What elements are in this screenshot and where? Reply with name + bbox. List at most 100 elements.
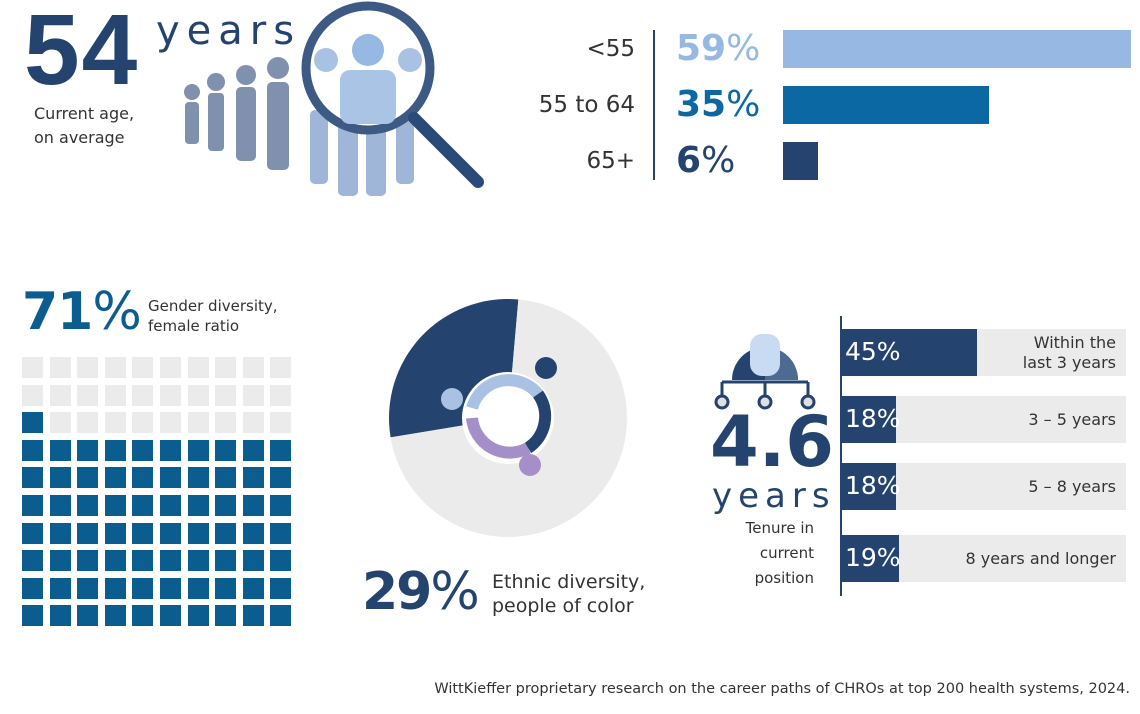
waffle-cell-filled [160, 467, 181, 489]
waffle-cell-filled [132, 550, 154, 572]
waffle-cell-empty [242, 357, 264, 378]
tenure-row: 19% 8 years and longer [842, 535, 1126, 582]
waffle-cell-filled [22, 577, 43, 599]
tenure-axis-line [840, 316, 842, 596]
waffle-cell-filled [104, 439, 126, 461]
waffle-cell-filled [104, 550, 126, 572]
tenure-bar [842, 329, 977, 376]
caption-line: position [754, 569, 814, 587]
waffle-cell-filled [104, 495, 126, 516]
waffle-cell-filled [215, 605, 237, 627]
age-percent-label: 6% [676, 140, 735, 182]
caption-line: Gender diversity, [148, 297, 278, 315]
waffle-cell-empty [132, 412, 154, 434]
waffle-cell-filled [242, 550, 264, 572]
waffle-cell-filled [22, 495, 43, 516]
waffle-cell-empty [49, 357, 71, 378]
waffle-cell-empty [132, 357, 154, 378]
tenure-bar [842, 396, 896, 443]
waffle-cell-empty [77, 384, 99, 406]
tenure-percent-label: 19% [845, 543, 901, 572]
waffle-cell-filled [104, 522, 126, 544]
age-caption: Current age, on average [34, 102, 134, 150]
waffle-cell-empty [242, 412, 264, 434]
waffle-cell-filled [215, 522, 237, 544]
age-bar [783, 142, 819, 180]
waffle-cell-filled [187, 522, 209, 544]
tenure-bar [842, 463, 896, 510]
waffle-cell-empty [187, 412, 209, 434]
gender-caption: Gender diversity, female ratio [148, 296, 278, 336]
waffle-cell-filled [270, 577, 292, 599]
tenure-caption: Tenure in current position [714, 516, 814, 591]
waffle-cell-filled [242, 605, 264, 627]
tenure-row: 18% 3 – 5 years [842, 396, 1126, 443]
waffle-cell-filled [104, 467, 126, 489]
age-category-label: 65+ [586, 148, 635, 174]
waffle-cell-empty [270, 357, 292, 378]
waffle-cell-empty [49, 412, 71, 434]
age-percent-number: 35 [676, 84, 727, 125]
waffle-cell-empty [160, 412, 181, 434]
waffle-cell-empty [22, 384, 43, 406]
waffle-cell-filled [242, 577, 264, 599]
waffle-cell-filled [132, 495, 154, 516]
label-text: 3 – 5 years [1028, 410, 1116, 430]
ethnic-caption: Ethnic diversity, people of color [492, 570, 645, 618]
percent-sign: % [701, 140, 736, 181]
waffle-cell-filled [242, 495, 264, 516]
waffle-cell-filled [49, 439, 71, 461]
waffle-cell-filled [49, 550, 71, 572]
waffle-cell-empty [270, 412, 292, 434]
waffle-cell-empty [215, 357, 237, 378]
age-category-label: <55 [586, 36, 635, 62]
waffle-cell-filled [270, 605, 292, 627]
waffle-chart [22, 357, 298, 627]
tenure-category-label: 3 – 5 years [1028, 396, 1116, 443]
waffle-cell-filled [215, 577, 237, 599]
age-percent-number: 59 [676, 28, 727, 69]
waffle-cell-empty [160, 384, 181, 406]
caption-line: on average [34, 128, 125, 147]
tenure-value: 4.6 [710, 401, 835, 483]
waffle-cell-filled [22, 605, 43, 627]
waffle-cell-filled [160, 495, 181, 516]
waffle-cell-empty [77, 357, 99, 378]
waffle-cell-empty [22, 357, 43, 378]
caption-line: Tenure in [745, 519, 814, 537]
age-category-label: 55 to 64 [538, 92, 635, 118]
waffle-cell-empty [270, 384, 292, 406]
people-magnifier-icon [184, 1, 484, 196]
diversity-people-icon [441, 357, 557, 476]
waffle-cell-filled [132, 577, 154, 599]
label-line: Within the [1033, 332, 1116, 352]
tenure-bar [842, 535, 899, 582]
waffle-cell-filled [187, 577, 209, 599]
waffle-cell-filled [215, 467, 237, 489]
waffle-cell-empty [104, 384, 126, 406]
gender-number: 71 [22, 282, 93, 342]
waffle-cell-empty [77, 412, 99, 434]
tenure-percent-label: 45% [845, 337, 901, 366]
label-line: last 3 years [1022, 352, 1116, 372]
waffle-cell-filled [242, 467, 264, 489]
waffle-cell-filled [77, 439, 99, 461]
caption-line: Ethnic diversity, [492, 571, 646, 593]
waffle-cell-filled [270, 522, 292, 544]
waffle-cell-empty [215, 384, 237, 406]
label-text: 5 – 8 years [1028, 477, 1116, 497]
waffle-cell-filled [104, 605, 126, 627]
waffle-cell-filled [270, 467, 292, 489]
waffle-cell-filled [22, 412, 43, 434]
waffle-cell-filled [187, 550, 209, 572]
waffle-cell-empty [104, 357, 126, 378]
ethnic-pie-chart [389, 299, 627, 537]
tenure-unit: years [712, 476, 836, 516]
waffle-cell-filled [215, 550, 237, 572]
age-percent-number: 6 [676, 140, 702, 181]
waffle-cell-empty [160, 357, 181, 378]
percent-sign: % [430, 562, 479, 622]
waffle-cell-filled [22, 439, 43, 461]
waffle-cell-filled [77, 550, 99, 572]
